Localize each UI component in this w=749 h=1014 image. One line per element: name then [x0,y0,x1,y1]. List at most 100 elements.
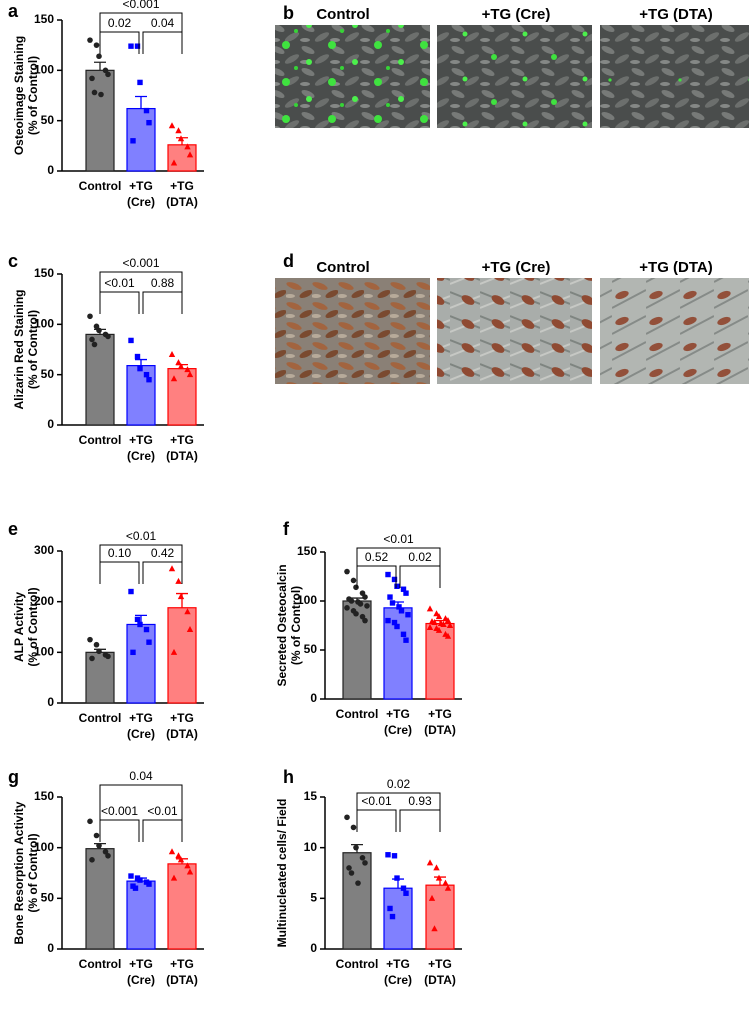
p-value: 0.02 [408,550,432,564]
y-axis-label: (% of Control) [26,833,40,912]
data-point [394,583,400,589]
data-point [435,626,443,633]
panel-d: d Control +TG (Cre) +TG (DTA) [275,251,749,384]
x-tick-label: +TG [386,707,410,721]
data-point [170,375,178,382]
data-point [102,848,109,855]
data-point [93,641,100,648]
data-point [403,637,409,643]
data-point [170,159,178,166]
y-tick-label: 50 [41,891,55,905]
p-value: <0.001 [122,256,159,270]
data-point [431,619,438,626]
data-point [394,875,400,881]
data-point [400,885,407,891]
data-point [435,613,443,620]
data-point [89,336,95,343]
micrograph [437,278,592,384]
y-axis-label: Bone Resorption Activity [12,801,26,944]
y-tick-label: 150 [34,789,54,803]
x-tick-label: +TG [170,957,194,971]
y-tick-label: 100 [34,645,54,659]
data-point [134,43,141,49]
data-point [87,313,93,320]
data-point [96,842,102,849]
y-tick-label: 0 [310,691,317,705]
significance-bracket [356,565,397,588]
data-point [353,610,359,617]
y-tick-label: 10 [304,840,318,854]
data-point [175,127,182,134]
significance-bracket [356,792,441,814]
micrograph [275,278,430,384]
significance-bracket [99,561,140,584]
bar [167,863,197,950]
data-point [175,577,182,584]
fluorescence [600,25,749,128]
x-tick-label: (DTA) [166,973,198,987]
x-tick-label: Control [336,957,379,971]
data-point [364,603,370,609]
data-point [96,53,102,60]
y-tick-label: 150 [34,266,54,280]
data-point [385,852,391,858]
p-value: 0.10 [108,546,132,560]
panel-label: b [283,3,294,23]
bar [126,880,156,950]
data-point [350,824,357,831]
data-point [184,862,191,869]
y-tick-label: 150 [297,544,317,558]
data-point [440,621,447,628]
data-point [362,860,368,866]
data-point [400,631,407,638]
bar [85,848,115,950]
x-tick-label: (Cre) [127,195,155,209]
significance-bracket [99,291,140,314]
data-point [396,604,402,610]
data-point [389,913,396,920]
x-tick-label: +TG [170,711,194,725]
data-point [143,371,150,378]
x-tick-label: (DTA) [424,723,456,737]
data-point [186,371,194,378]
data-point [175,359,182,366]
x-tick-label: +TG [386,957,410,971]
x-tick-label: (DTA) [166,449,198,463]
data-point [344,814,350,821]
data-point [177,856,185,863]
data-point [426,623,434,630]
data-point [168,848,176,855]
data-point [91,341,98,348]
data-point [168,565,176,572]
p-value: 0.04 [129,769,153,783]
data-point [105,333,111,340]
x-tick-label: Control [79,957,122,971]
data-point [353,584,359,591]
data-point [357,601,364,607]
data-point [350,577,357,584]
image-title: +TG (Cre) [482,6,551,23]
data-point [353,844,359,851]
data-point [426,859,434,866]
bar [425,622,455,700]
p-value: <0.01 [126,529,157,543]
bar-chart: a 0 50 100 150 Osteoimage Staining (% of Contr… [8,0,204,209]
data-point [177,593,185,600]
bar [85,333,115,426]
data-point [146,639,152,645]
data-point [344,605,350,611]
data-point [87,636,93,643]
panel-label: a [8,1,19,21]
x-tick-label: +TG [129,711,153,725]
y-tick-label: 0 [47,695,54,709]
bar [126,623,156,704]
data-point [134,353,141,360]
significance-bracket [142,561,183,584]
data-point [177,135,185,142]
data-point [400,586,407,592]
panel-label: f [283,519,290,539]
y-axis-label: (% of Control) [289,586,303,665]
error-bar [94,61,106,71]
y-tick-label: 150 [34,12,54,26]
